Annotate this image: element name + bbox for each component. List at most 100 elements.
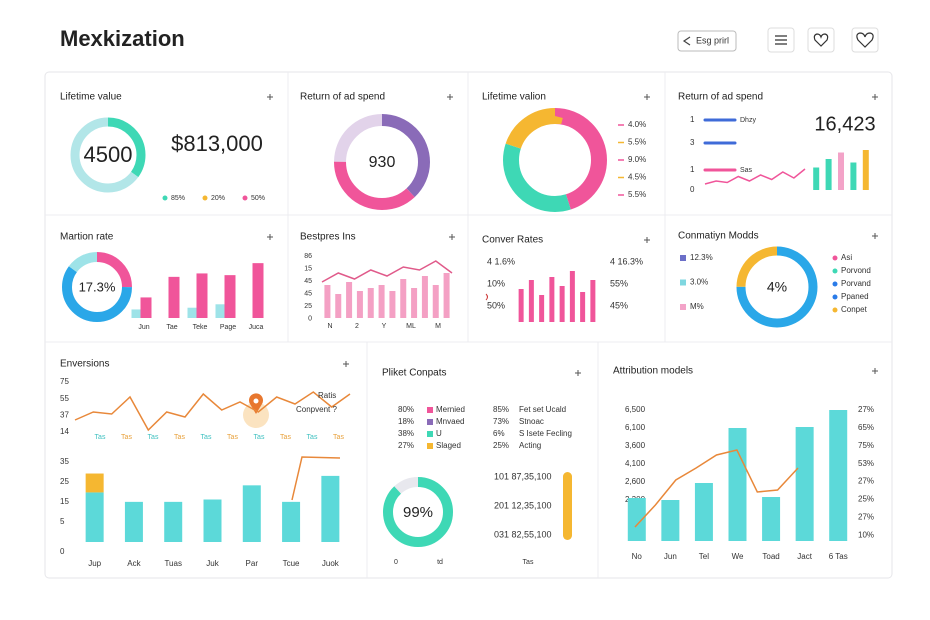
bar: [335, 294, 342, 318]
row-name: S Isete Fecling: [519, 429, 572, 438]
add-icon: [644, 237, 650, 243]
line: [634, 449, 799, 528]
y2-tick-label: 27%: [858, 513, 874, 522]
legend-label: 3.0%: [690, 278, 708, 287]
legend-label: Conpet: [841, 305, 868, 314]
bar: [838, 152, 844, 190]
card-title: Pliket Conpats: [382, 368, 446, 379]
donut-label: 99%: [403, 504, 433, 521]
x-tick-label: Tas: [254, 434, 265, 441]
legend-dot: [832, 255, 838, 261]
donut-label: 4500: [84, 142, 133, 167]
bar: [164, 501, 183, 542]
y-tick-label: 6,500: [625, 405, 646, 414]
row-name: Mernied: [436, 405, 465, 414]
row-label: 3: [690, 138, 695, 147]
add-icon: [267, 234, 273, 240]
y2-tick-label: 75%: [858, 441, 874, 450]
footer-label: Tas: [523, 559, 534, 566]
legend-label: Porvond: [841, 266, 871, 275]
legend-label: 5.5%: [628, 138, 646, 147]
x-tick-label: Juca: [249, 324, 264, 331]
bar: [196, 273, 208, 318]
x-tick-label: Jact: [797, 552, 812, 561]
button-frame[interactable]: [677, 30, 737, 52]
y-tick-label: 37: [60, 411, 69, 420]
card-title: Bestpres Ins: [300, 232, 356, 243]
y2-tick-label: 53%: [858, 459, 874, 468]
big-number: $813,000: [171, 131, 263, 156]
menu-button[interactable]: [767, 27, 795, 53]
card-title: Lifetime value: [60, 92, 122, 103]
donut-label: 4%: [767, 279, 787, 295]
heart-icon: [813, 33, 829, 47]
bar: [728, 428, 747, 541]
trend-line: [291, 456, 341, 501]
row-name: Dhzy: [740, 117, 756, 124]
y-tick-label: 35: [60, 457, 69, 466]
x-tick-label: Tae: [166, 324, 177, 331]
icon-frame[interactable]: [851, 27, 879, 53]
legend-label: Ppaned: [841, 292, 869, 301]
bar: [85, 492, 104, 542]
map-pin-dot: [253, 398, 259, 404]
add-icon: [644, 94, 650, 100]
bar: [661, 500, 680, 541]
bar: [580, 292, 586, 322]
annotation: Conpvent ?: [296, 405, 337, 414]
y-tick-label: 25: [304, 303, 312, 310]
button-label[interactable]: Esg prirl: [696, 35, 729, 45]
stat-label: 4 16.3%: [610, 256, 643, 266]
bar: [559, 286, 565, 322]
x-tick-label: Par: [246, 559, 259, 568]
list-item: 101 87,35,100: [494, 471, 552, 481]
legend-dot: [832, 268, 838, 274]
share-button[interactable]: Esg prirl: [677, 30, 737, 52]
y-tick-label: 0: [60, 547, 65, 556]
donut-label: 17.3%: [79, 279, 116, 294]
bar: [282, 501, 301, 542]
x-tick-label: Tas: [174, 434, 185, 441]
y2-tick-label: 25%: [858, 495, 874, 504]
y-tick-label: 6,100: [625, 423, 646, 432]
annotation: Ratis: [318, 391, 336, 400]
list-item: 201 12,35,100: [494, 500, 552, 510]
bar: [862, 150, 869, 190]
legend-label: 5.5%: [628, 190, 646, 199]
bar: [215, 304, 225, 318]
bar: [356, 291, 363, 318]
bar: [549, 277, 555, 322]
icon-frame[interactable]: [807, 27, 835, 53]
y-tick-label: 3,600: [625, 441, 646, 450]
y-tick-label: 14: [60, 427, 69, 436]
legend-label: M%: [690, 302, 704, 311]
row-name: Mnvaed: [436, 417, 464, 426]
footer-label: td: [437, 559, 443, 566]
bar: [627, 498, 646, 541]
favorite-button[interactable]: [807, 27, 835, 53]
add-icon: [343, 361, 349, 367]
row-swatch: [427, 443, 433, 449]
bar: [242, 485, 261, 542]
y-tick-label: 5: [60, 517, 65, 526]
stat-label: 45%: [610, 300, 628, 310]
row-name: Slaged: [436, 441, 461, 450]
add-icon: [872, 368, 878, 374]
like-button[interactable]: [851, 27, 879, 53]
legend-dot: [832, 307, 838, 313]
y-tick-label: 86: [304, 253, 312, 260]
row-value: 18%: [398, 417, 414, 426]
x-tick-label: We: [732, 552, 744, 561]
donut-segment: [334, 114, 430, 210]
x-tick-label: Juok: [322, 559, 340, 568]
legend-dot: [832, 294, 838, 300]
y-tick-label: 55: [60, 394, 69, 403]
row-name: U: [436, 429, 442, 438]
stat-label: 55%: [610, 278, 628, 288]
row-label: 1: [690, 115, 695, 124]
y-tick-label: 45: [304, 278, 312, 285]
y-tick-label: 45: [304, 290, 312, 297]
add-icon: [447, 94, 453, 100]
card-title: Conmatiyn Modds: [678, 231, 759, 242]
